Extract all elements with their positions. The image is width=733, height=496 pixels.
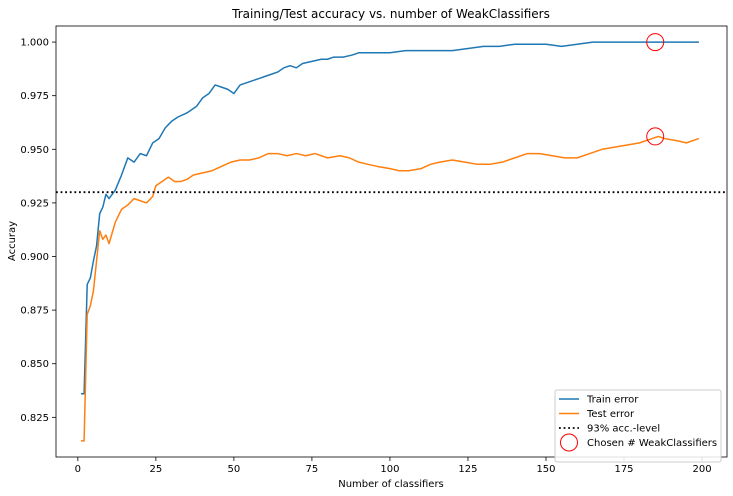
y-tick-label: 1.000 (20, 38, 49, 49)
x-tick-label: 200 (692, 464, 711, 475)
legend-label: Test error (586, 409, 635, 420)
y-tick-label: 0.975 (20, 91, 49, 102)
y-tick-label: 0.825 (20, 413, 49, 424)
legend-label: Train error (586, 395, 639, 406)
legend-marker-chosen (560, 433, 578, 452)
x-tick-label: 0 (75, 464, 81, 475)
y-tick-label: 0.950 (20, 145, 49, 156)
y-tick-label: 0.900 (20, 252, 49, 263)
x-tick-label: 125 (458, 464, 477, 475)
series-line-test-error (80, 135, 700, 442)
chosen-marker (646, 33, 665, 52)
legend-label: 93% acc.-level (587, 424, 660, 435)
legend-label: Chosen # WeakClassifiers (587, 438, 717, 449)
y-tick-label: 0.925 (20, 198, 49, 209)
x-axis-label: Number of classifiers (338, 479, 444, 490)
x-tick-label: 175 (614, 464, 633, 475)
axes-frame (55, 25, 728, 458)
legend-box (554, 389, 722, 463)
y-tick-label: 0.875 (20, 306, 49, 317)
y-axis-label: Accuray (7, 221, 18, 261)
chosen-marker (646, 127, 665, 146)
x-tick-label: 150 (536, 464, 555, 475)
y-tick-label: 0.850 (20, 359, 49, 370)
x-tick-label: 100 (380, 464, 399, 475)
chart-title: Training/Test accuracy vs. number of Wea… (231, 7, 550, 21)
x-tick-label: 75 (306, 464, 319, 475)
x-tick-label: 25 (150, 464, 163, 475)
plot-area: 0 25 50 75 100 125 150 175 200 0.825 0.850 0.875 0.9… (20, 25, 728, 475)
x-tick-label: 50 (228, 464, 241, 475)
series-line-train-error (80, 41, 699, 395)
